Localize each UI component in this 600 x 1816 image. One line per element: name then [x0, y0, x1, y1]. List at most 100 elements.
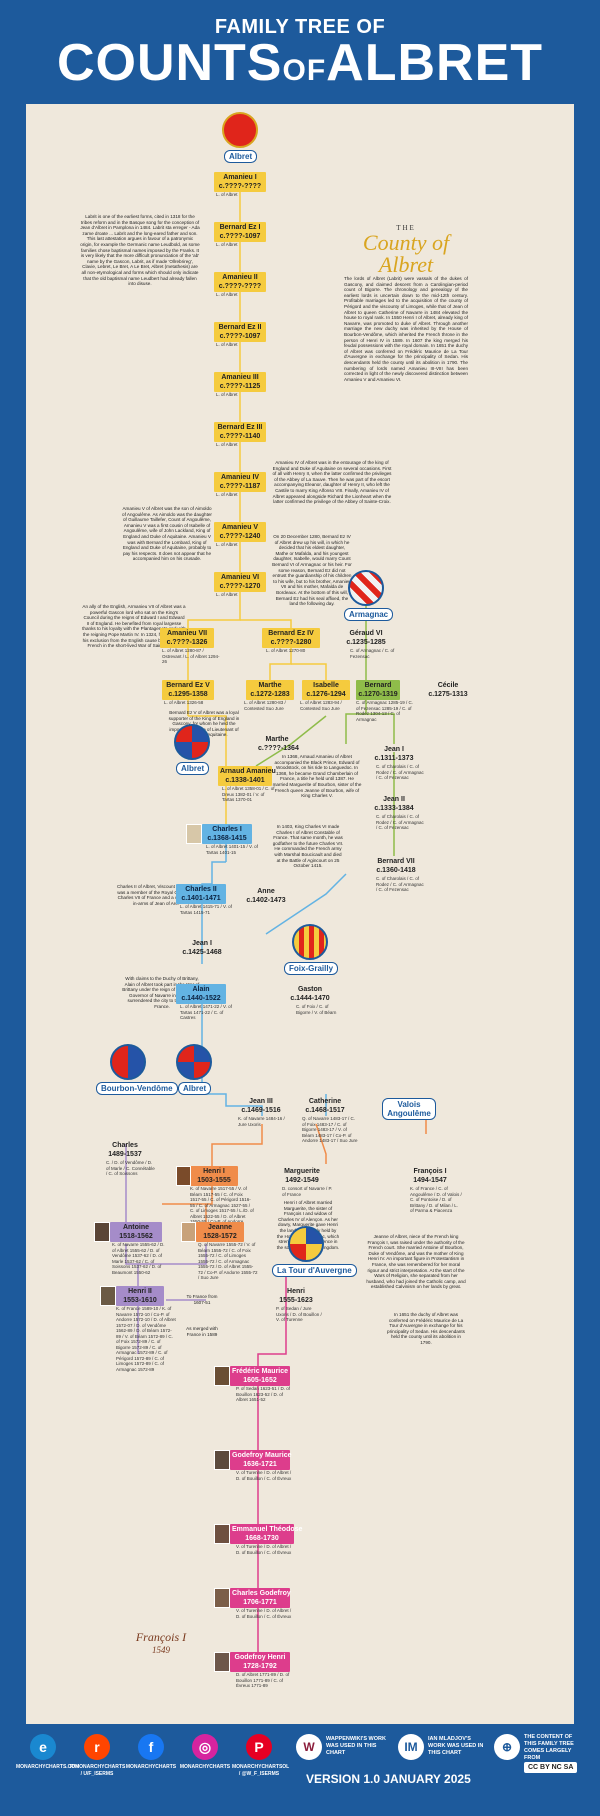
reddit-icon[interactable]: r [84, 1734, 110, 1760]
node-marguerite: Marguerite 1492-1549 [278, 1166, 326, 1186]
header: FAMILY TREE OF COUNTSOFALBRET [0, 0, 600, 104]
license-badge: CC BY NC SA [524, 1762, 578, 1773]
county-title: County of Albret [362, 230, 450, 277]
node-bernard-7: Bernard VII c.1360-1418 [372, 856, 420, 876]
dates: c.1401-1471 [181, 895, 221, 902]
node-charles-1: Charles I c.1368-1415 [202, 824, 252, 844]
website-handle[interactable]: MONARCHYCHARTS.COM [16, 1764, 80, 1770]
dates: 1492-1549 [285, 1177, 319, 1184]
dates: c.????-1240 [219, 533, 261, 540]
reddit-handle[interactable]: R/MONARCHYCHARTS / U/F_ISERMS [70, 1764, 126, 1777]
name: Jean III [249, 1098, 273, 1105]
county-text: The lords of Albret (Labrit) were vassal… [344, 276, 468, 382]
pinterest-handle[interactable]: MONARCHYCHARTSOL / @W_F_ISERMS [232, 1764, 290, 1777]
portrait-emmanuel-theodose [214, 1524, 230, 1544]
note-sedan: In 1651 the duchy of Albret was conferre… [387, 1312, 465, 1345]
dates: c.????-1280 [270, 639, 312, 646]
name: Emmanuel Théodose [232, 1526, 303, 1533]
name: Amanieu IV [220, 474, 260, 481]
signature-text: François I [135, 1630, 187, 1644]
detail-catherine: Q. of Navarre 1483-17 / C. of Foix 1483-… [302, 1116, 358, 1143]
name: Bernard [364, 682, 392, 689]
detail-bernard-6: C. of Armagnac 1285-19 / C. of Fezensac … [356, 700, 414, 722]
wappenwiki-icon: W [296, 1734, 322, 1760]
note-amanieu-7: An ally of the English, Armanieu VII of … [82, 604, 186, 649]
name: Henri II [128, 1288, 152, 1295]
footer: e MONARCHYCHARTS.COM r R/MONARCHYCHARTS / U… [0, 1724, 600, 1816]
county-the: THE [396, 224, 416, 232]
instagram-handle[interactable]: MONARCHYCHARTS [179, 1764, 231, 1770]
name: Amanieu III [221, 374, 259, 381]
name: Charles [112, 1142, 138, 1149]
detail-arnaud-amanieu: L. of Albret 1358-01 / C. of Dreux 1382-… [222, 786, 275, 802]
node-godefroy-maurice: Godefroy Maurice 1636-1721 [230, 1450, 292, 1470]
name: Gaston [297, 986, 323, 993]
detail-antoine: K. of Navarre 1555-62 / D. of Albret 155… [112, 1242, 165, 1275]
portrait-charles-godefroy [214, 1588, 230, 1608]
node-alain: Alain c.1440-1522 [176, 984, 226, 1004]
node-charles-godefroy: Charles Godefroy 1706-1771 [230, 1588, 291, 1608]
detail-charles-2: L. of Albret 1415-71 / V. of Tartas 1415… [180, 904, 232, 915]
dates: c.1402-1473 [246, 897, 286, 904]
node-francois-1: François I 1494-1547 [406, 1166, 454, 1186]
note-charles-1: In 1403, King Charles VI made Charles I … [272, 824, 344, 869]
credit-mladjov: IAN MLADJOV'S WORK WAS USED IN THIS CHAR… [428, 1736, 484, 1756]
facebook-icon[interactable]: f [138, 1734, 164, 1760]
dates: c.1338-1401 [225, 777, 265, 784]
dates: 1503-1555 [197, 1177, 231, 1184]
instagram-icon[interactable]: ◎ [192, 1734, 218, 1760]
mladjov-icon: IM [398, 1734, 424, 1760]
node-bernard-ez-5: Bernard Ez V c.1295-1358 [162, 680, 214, 700]
dates: c.????-1187 [219, 483, 261, 490]
dates: c.????-1125 [219, 383, 261, 390]
node-jean-1-armagnac: Jean I c.1311-1373 [372, 744, 416, 764]
detail-jean-2: C. of Charolais / C. of Rodez / C. of Ar… [376, 814, 424, 830]
node-gaston: Gaston c.1444-1470 [288, 984, 332, 1004]
name: Marguerite [284, 1168, 320, 1175]
dates: 1555-1623 [279, 1297, 313, 1304]
dates: c.????-1097 [219, 333, 261, 340]
name: Amanieu VII [166, 630, 208, 637]
facebook-handle[interactable]: MONARCHYCHARTS [125, 1764, 177, 1770]
name: Géraud VI [349, 630, 383, 637]
dates: c.????-???? [218, 183, 262, 190]
note-jeanne: Jeanne of Albret, niece of the French ki… [366, 1234, 466, 1290]
dates: c.????-1364 [258, 745, 299, 752]
node-jean-3: Jean III c.1469-1516 [236, 1096, 286, 1116]
dates: c.????-1140 [219, 433, 261, 440]
dates: 1518-1562 [119, 1233, 153, 1240]
node-jeanne: Jeanne 1528-1572 [196, 1222, 244, 1242]
website-icon[interactable]: e [30, 1734, 56, 1760]
detail-amanieu-5: L. of Albret [216, 542, 238, 547]
detail-geraud-6: C. of Armagnac / C. of Fezensac [350, 648, 395, 659]
name: Henri [287, 1288, 305, 1295]
dates: 1605-1652 [243, 1377, 277, 1384]
node-isabelle: Isabelle c.1276-1294 [302, 680, 350, 700]
detail-jeanne: Q. of Navarre 1555-72 / V. of Béarn 1555… [198, 1242, 258, 1280]
dates: c.1440-1522 [181, 995, 221, 1002]
name: Isabelle [313, 682, 339, 689]
detail-charles-1: L. of Albret 1401-15 / V. of Tartas 1401… [206, 844, 258, 855]
node-godefroy-henri: Godefroy Henri 1728-1792 [230, 1652, 290, 1672]
detail-gaston: C. of Foix / C. of Bigorre / V. of Béarn [296, 1004, 337, 1015]
node-marthe-1: Marthe c.1272-1283 [246, 680, 294, 700]
node-bernard-ez-4: Bernard Ez IV c.????-1280 [262, 628, 320, 648]
dates: c.????-1326 [166, 639, 208, 646]
node-amanieu-3: Amanieu III c.????-1125 [214, 372, 266, 392]
dates: 1528-1572 [203, 1233, 237, 1240]
albret-arms-icon-2 [176, 1044, 212, 1080]
pinterest-icon[interactable]: P [246, 1734, 272, 1760]
name: Jean I [192, 940, 212, 947]
house-label-albret: Albret [224, 150, 258, 163]
house-label-armagnac: Armagnac [344, 608, 394, 621]
node-antoine: Antoine 1518-1562 [110, 1222, 162, 1242]
detail-jean-1-armagnac: C. of Charolais / C. of Rodez / C. of Ar… [376, 764, 424, 780]
county-heading: THE County of Albret [346, 224, 466, 276]
portrait-frederic-maurice [214, 1366, 230, 1386]
dates: 1706-1771 [243, 1599, 277, 1606]
dates: c.????-1097 [219, 233, 261, 240]
name: Jean II [383, 796, 405, 803]
dates: c.1360-1418 [376, 867, 416, 874]
house-label-albret-2: Albret [176, 762, 210, 775]
node-marthe-2: Marthe c.????-1364 [256, 734, 299, 754]
